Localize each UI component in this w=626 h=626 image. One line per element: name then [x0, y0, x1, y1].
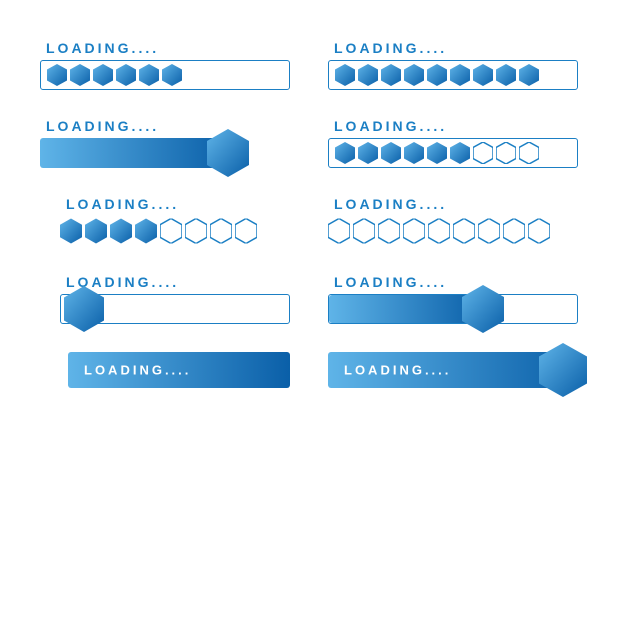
hex-units	[47, 64, 182, 86]
hex-units	[335, 142, 539, 164]
progress-fill	[329, 295, 483, 323]
loading-bar-B: LOADING....	[328, 40, 586, 90]
hex-units	[335, 64, 539, 86]
slider-hexagon-icon[interactable]	[64, 286, 104, 332]
progress-track[interactable]	[328, 138, 578, 168]
loading-label: LOADING....	[40, 118, 298, 134]
progress-track[interactable]	[40, 60, 290, 90]
slider-hexagon-icon[interactable]	[207, 129, 249, 177]
loading-label: LOADING....	[84, 363, 191, 378]
hex-units	[328, 219, 550, 244]
progress-track[interactable]	[60, 294, 290, 324]
loading-bar-H: LOADING....	[328, 274, 586, 324]
loading-bar-F: LOADING....	[328, 196, 586, 246]
loading-bar-D: LOADING....	[328, 118, 586, 168]
progress-track[interactable]: LOADING....	[328, 352, 578, 388]
loading-bar-E: LOADING....	[60, 196, 298, 246]
loading-label: LOADING....	[60, 196, 298, 212]
progress-fill	[40, 138, 228, 168]
loading-label: LOADING....	[40, 40, 298, 56]
slider-hexagon-icon[interactable]	[539, 343, 587, 397]
loading-label: LOADING....	[328, 118, 586, 134]
loading-bar-A: LOADING....	[40, 40, 298, 90]
loading-label: LOADING....	[344, 363, 451, 378]
loading-bars-grid: LOADING....	[40, 40, 586, 388]
progress-track[interactable]	[328, 60, 578, 90]
loading-bar-C: LOADING....	[40, 118, 298, 168]
progress-track[interactable]	[328, 216, 578, 246]
loading-bar-J: LOADING....	[328, 352, 586, 388]
progress-track[interactable]	[328, 294, 578, 324]
loading-label: LOADING....	[328, 274, 586, 290]
slider-hexagon-icon[interactable]	[462, 285, 504, 333]
loading-label: LOADING....	[328, 196, 586, 212]
progress-track[interactable]: LOADING....	[68, 352, 290, 388]
loading-bar-G: LOADING....	[60, 274, 298, 324]
loading-bar-I: LOADING....	[68, 352, 298, 388]
progress-track[interactable]	[60, 216, 290, 246]
hex-units	[60, 219, 257, 244]
loading-label: LOADING....	[328, 40, 586, 56]
progress-track[interactable]	[40, 138, 290, 168]
